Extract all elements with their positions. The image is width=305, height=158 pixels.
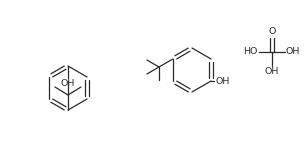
Text: OH: OH (61, 79, 75, 88)
Text: HO: HO (244, 48, 258, 57)
Text: OH: OH (215, 76, 229, 85)
Text: OH: OH (286, 48, 300, 57)
Text: O: O (268, 27, 276, 36)
Text: OH: OH (265, 67, 279, 76)
